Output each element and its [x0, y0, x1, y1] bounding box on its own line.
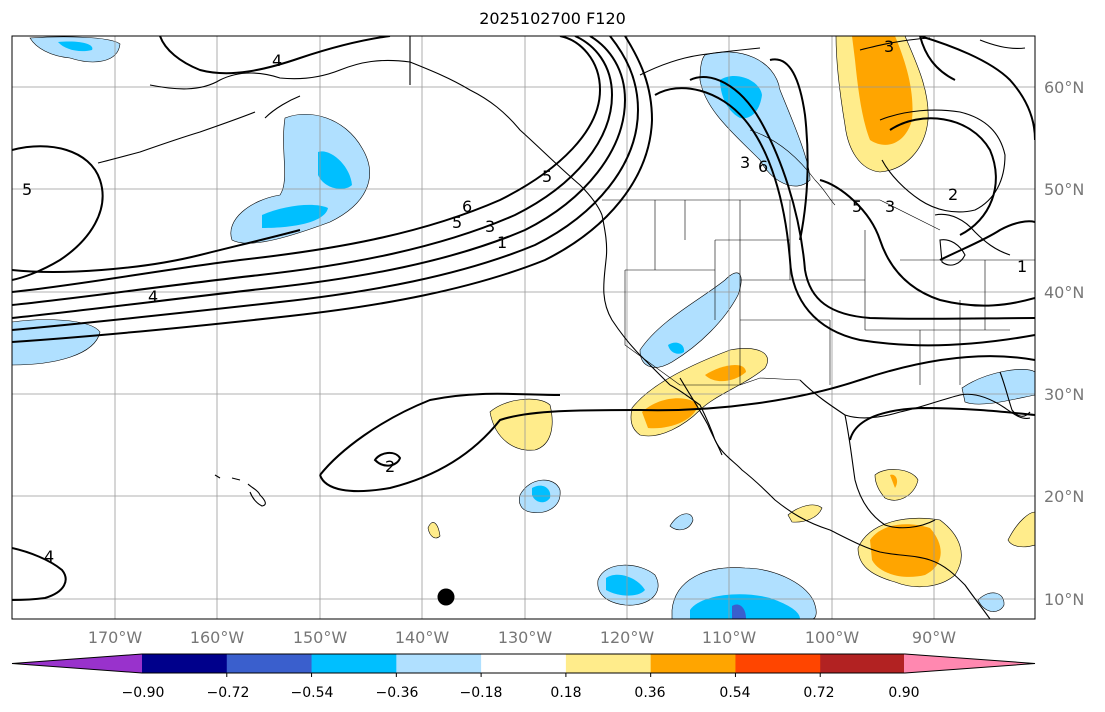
- lon-label: 160°W: [190, 628, 245, 647]
- colorbar-tick-label: −0.72: [207, 685, 250, 701]
- colorbar-tick-label: 0.90: [888, 685, 919, 701]
- lon-label: 170°W: [88, 628, 143, 647]
- contour-label: 6: [758, 157, 768, 176]
- colorbar-tick-label: −0.90: [122, 685, 165, 701]
- contour-label: 1: [497, 233, 507, 252]
- longitude-labels: 170°W 160°W 150°W 140°W 130°W 120°W 110°…: [88, 628, 956, 647]
- lat-label: 10°N: [1044, 590, 1084, 609]
- colorbar-segments: [11, 653, 1036, 674]
- contour-labels: 4 5 6 5 3 1 4 2 3 6 5 3 2 1 4 3 5: [22, 37, 1027, 566]
- contour-label: 3: [740, 153, 750, 172]
- lat-label: 60°N: [1044, 78, 1084, 97]
- colorbar-outline: [11, 653, 1036, 674]
- colorbar-tick-label: −0.54: [291, 685, 334, 701]
- contour-label: 2: [948, 185, 958, 204]
- colorbar-segment: [565, 654, 652, 673]
- map-frame: [11, 35, 1036, 620]
- coastlines: [97, 36, 1031, 619]
- lon-label: 110°W: [702, 628, 757, 647]
- lon-label: 140°W: [395, 628, 450, 647]
- lon-label: 120°W: [600, 628, 655, 647]
- contour-label: 6: [462, 197, 472, 216]
- contour-label: 3: [884, 37, 894, 56]
- contour-label: 2: [385, 457, 395, 476]
- contour-label: 4: [148, 287, 158, 306]
- lon-label: 100°W: [805, 628, 860, 647]
- lon-label: 90°W: [912, 628, 956, 647]
- contour-label: 5: [852, 197, 862, 216]
- political-borders: [602, 129, 1035, 386]
- contour-label: 5: [452, 213, 462, 232]
- contour-label: 3: [485, 217, 495, 236]
- colorbar-segment: [142, 654, 228, 673]
- colorbar-tick-label: −0.36: [376, 685, 419, 701]
- contour-label: 4: [44, 547, 54, 566]
- negative-anomaly-strong: [732, 604, 746, 619]
- colorbar-tick-label: 0.54: [719, 685, 750, 701]
- colorbar: −0.90 −0.72 −0.54 −0.36 −0.18 0.18 0.36 …: [11, 653, 1036, 701]
- colorbar-segment: [311, 654, 397, 673]
- contour-label: 5: [22, 180, 32, 199]
- height-contours: [12, 36, 1035, 601]
- colorbar-ticks: [226, 673, 821, 677]
- map-title: 2025102700 F120: [479, 9, 626, 28]
- contour-label: 5: [542, 167, 552, 186]
- lon-label: 150°W: [293, 628, 348, 647]
- colorbar-segment: [820, 654, 906, 673]
- colorbar-tick-label: 0.18: [550, 685, 581, 701]
- location-marker: [437, 588, 455, 606]
- colorbar-segment: [481, 654, 567, 673]
- positive-anomaly-medium: [642, 36, 941, 577]
- contour-label: 3: [885, 197, 895, 216]
- colorbar-tick-label: 0.72: [803, 685, 834, 701]
- colorbar-extend-min: [12, 654, 143, 673]
- lat-label: 20°N: [1044, 487, 1084, 506]
- colorbar-segment: [735, 654, 821, 673]
- latitude-labels: 60°N 50°N 40°N 30°N 20°N 10°N: [1044, 78, 1084, 609]
- colorbar-segment: [396, 654, 482, 673]
- colorbar-tick-label: 0.36: [634, 685, 665, 701]
- colorbar-tick-labels: −0.90 −0.72 −0.54 −0.36 −0.18 0.18 0.36 …: [122, 685, 920, 701]
- lon-label: 130°W: [498, 628, 553, 647]
- lat-label: 30°N: [1044, 385, 1084, 404]
- graticule: [12, 36, 1035, 619]
- colorbar-tick-label: −0.18: [460, 685, 503, 701]
- colorbar-extend-max: [904, 654, 1035, 673]
- colorbar-segment: [226, 654, 313, 673]
- lat-label: 50°N: [1044, 180, 1084, 199]
- lat-label: 40°N: [1044, 283, 1084, 302]
- colorbar-segment: [650, 654, 736, 673]
- contour-label: 4: [272, 51, 282, 70]
- contour-label: 1: [1017, 257, 1027, 276]
